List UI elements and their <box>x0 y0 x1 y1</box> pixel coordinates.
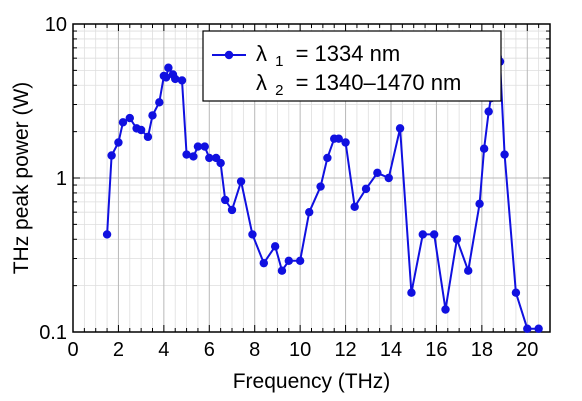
y-tick-labels: 0.1 1 10 <box>39 14 67 344</box>
data-point <box>511 288 521 297</box>
legend-marker <box>224 50 234 60</box>
data-point <box>395 124 405 133</box>
data-point <box>305 207 314 217</box>
data-point <box>171 74 180 84</box>
data-point <box>464 266 473 275</box>
legend-box <box>202 30 502 102</box>
data-point <box>523 324 532 333</box>
data-point <box>441 305 450 314</box>
y-tick-label: 0.1 <box>39 322 67 344</box>
x-tick-label: 18 <box>471 339 493 361</box>
data-point <box>200 142 209 151</box>
x-tick-labels: 0 2 4 6 8 10 12 14 16 18 20 <box>67 339 538 361</box>
data-point <box>479 144 489 153</box>
x-tick-label: 16 <box>425 339 447 361</box>
data-point <box>429 230 439 239</box>
x-tick-label: 2 <box>113 339 124 361</box>
lambda-2-value: = 1340–1470 nm <box>296 70 462 95</box>
x-tick-label: 4 <box>158 339 169 361</box>
data-point <box>107 151 116 160</box>
data-point <box>148 111 157 120</box>
data-point <box>259 258 268 268</box>
data-point <box>161 73 171 82</box>
y-tick-label: 10 <box>45 14 67 36</box>
legend-entry-lambda-2: λ 2 = 1340–1470 nm <box>256 70 461 100</box>
data-point <box>452 235 462 244</box>
data-point <box>334 134 343 143</box>
data-point <box>118 118 128 127</box>
data-point <box>227 205 237 215</box>
data-point <box>475 199 484 208</box>
data-point <box>114 138 123 147</box>
data-point <box>143 132 153 142</box>
data-point <box>205 153 214 163</box>
data-point <box>323 153 332 163</box>
data-point <box>500 150 509 159</box>
data-point <box>277 266 287 275</box>
data-point <box>136 125 146 135</box>
series-points <box>102 52 543 333</box>
x-tick-label: 14 <box>380 339 402 361</box>
y-axis-title: THz peak power (W) <box>10 82 33 275</box>
data-point <box>384 173 393 183</box>
lambda-2-subscript: 2 <box>275 82 283 99</box>
lambda-1-symbol: λ <box>256 41 267 66</box>
data-point <box>125 113 134 123</box>
lambda-1-value: = 1334 nm <box>296 41 401 66</box>
legend-entry-lambda-1: λ 1 = 1334 nm <box>256 41 400 71</box>
x-tick-label: 0 <box>67 339 78 361</box>
y-tick-label: 1 <box>56 168 67 190</box>
data-point <box>182 150 191 159</box>
x-tick-label: 6 <box>204 339 215 361</box>
data-point <box>350 202 359 212</box>
data-point <box>248 230 257 239</box>
data-point <box>407 288 416 297</box>
data-point <box>270 242 280 251</box>
lambda-2-symbol: λ <box>256 70 267 95</box>
data-point <box>316 182 325 191</box>
legend: λ 1 = 1334 nm λ 2 = 1340–1470 nm <box>202 30 502 102</box>
x-tick-label: 8 <box>249 339 260 361</box>
data-point <box>164 63 173 72</box>
data-point <box>534 324 543 333</box>
data-point <box>484 107 493 116</box>
data-point <box>361 184 371 194</box>
data-point <box>216 158 225 168</box>
x-tick-label: 20 <box>516 339 538 361</box>
data-point <box>373 168 382 178</box>
data-point <box>284 256 293 265</box>
data-point <box>295 256 305 265</box>
x-tick-label: 12 <box>334 339 356 361</box>
data-point <box>155 98 164 107</box>
data-point <box>341 138 350 147</box>
x-axis-title: Frequency (THz) <box>233 370 391 393</box>
data-point <box>193 142 203 151</box>
data-point <box>177 76 187 85</box>
data-point <box>418 230 427 239</box>
lambda-1-subscript: 1 <box>275 53 283 70</box>
data-point <box>189 152 198 161</box>
x-tick-label: 10 <box>289 339 311 361</box>
data-point <box>220 195 230 205</box>
data-point <box>236 177 246 186</box>
data-point <box>102 230 112 239</box>
